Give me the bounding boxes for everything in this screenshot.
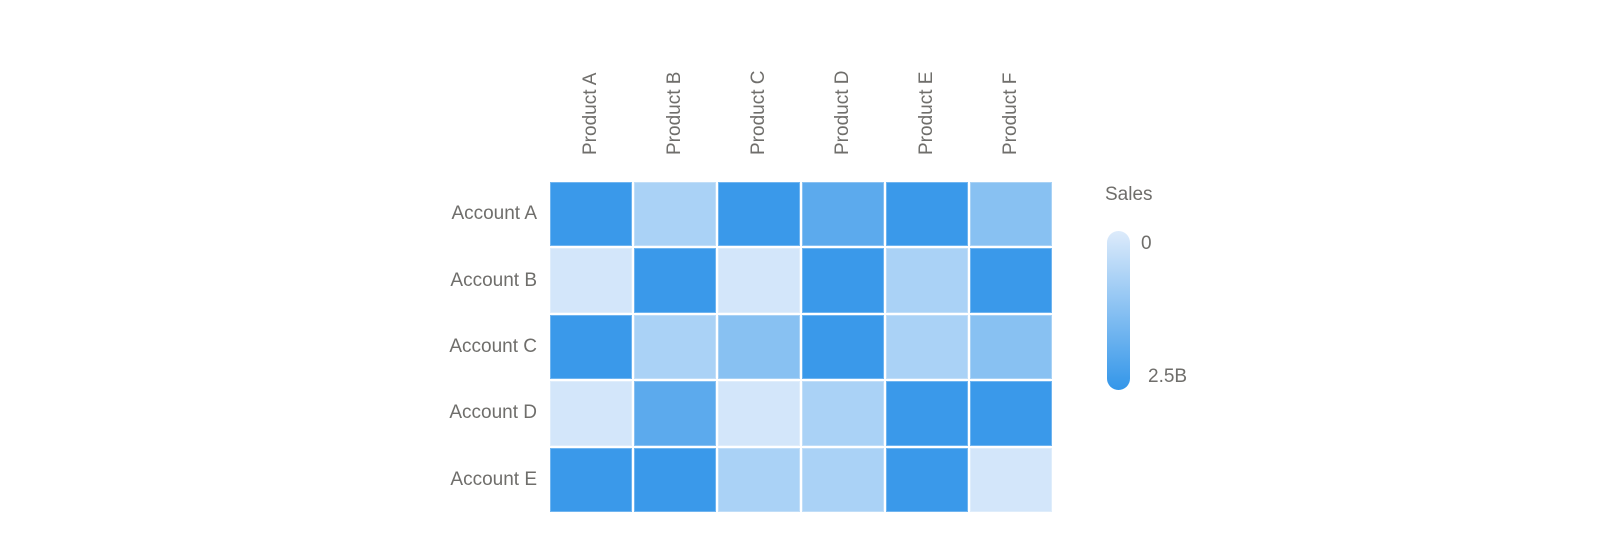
heatmap-cell-r1c5[interactable] [970,248,1052,313]
column-label-product-d: Product D [832,70,853,155]
column-label-product-e: Product E [916,71,937,155]
heatmap-cell-r1c3[interactable] [802,248,884,313]
legend-max-label: 2.5B [1148,366,1188,387]
heatmap-cell-r2c3[interactable] [802,314,884,380]
heatmap-cell-r3c5[interactable] [970,381,1052,446]
heatmap-cell-r2c5[interactable] [970,314,1052,380]
column-label-product-b: Product B [664,71,685,155]
heatmap-cell-r0c3[interactable] [802,182,884,247]
heatmap-cell-r3c4[interactable] [886,381,968,446]
heatmap-cell-r4c2[interactable] [718,447,800,512]
heatmap-cell-r3c0[interactable] [550,381,632,446]
column-label-product-a: Product A [580,72,601,155]
heatmap-cell-r2c4[interactable] [886,314,968,380]
legend-title: Sales [1105,184,1153,205]
column-label-product-c: Product C [748,70,769,155]
row-label-account-d: Account D [449,402,537,424]
heatmap-cell-r1c4[interactable] [886,248,968,313]
heatmap-cell-r1c2[interactable] [718,248,800,313]
heatmap-cell-r0c5[interactable] [970,182,1052,247]
heatmap-cell-r3c2[interactable] [718,381,800,446]
heatmap-cell-r3c3[interactable] [802,381,884,446]
heatmap-cell-r1c0[interactable] [550,248,632,313]
heatmap-cell-r4c5[interactable] [970,447,1052,512]
column-label-product-f: Product F [1000,72,1021,155]
row-label-account-a: Account A [451,203,537,225]
heatmap-cell-r0c4[interactable] [886,182,968,247]
heatmap-cell-r0c0[interactable] [550,182,632,247]
heatmap-cell-r0c2[interactable] [718,182,800,247]
heatmap-cell-r4c0[interactable] [550,447,632,512]
heatmap-cell-r4c1[interactable] [634,447,716,512]
legend-min-label: 0 [1141,233,1152,254]
row-label-account-c: Account C [449,336,537,357]
heatmap-grid [550,182,1052,512]
heatmap-cell-r2c2[interactable] [718,314,800,380]
heatmap-cell-r0c1[interactable] [634,182,716,247]
legend-gradient-bar [1107,231,1130,390]
heatmap-cell-r4c4[interactable] [886,447,968,512]
row-label-account-e: Account E [450,468,537,490]
heatmap-cell-r1c1[interactable] [634,248,716,313]
row-label-account-b: Account B [450,269,537,291]
heatmap-cell-r2c0[interactable] [550,314,632,380]
heatmap-cell-r3c1[interactable] [634,381,716,446]
heatmap-cell-r4c3[interactable] [802,447,884,512]
heatmap-cell-r2c1[interactable] [634,314,716,380]
